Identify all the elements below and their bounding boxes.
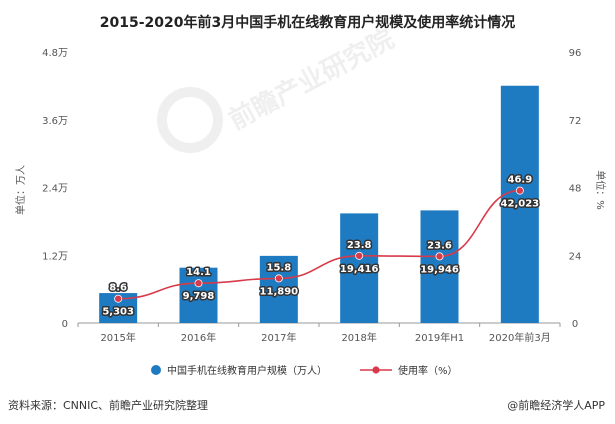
- right-tick-label: 48: [569, 184, 582, 195]
- bar-value-label-outline: 9,798: [183, 291, 215, 302]
- bar-value-label-outline: 5,303: [102, 307, 134, 318]
- left-tick-label: 4.8万: [42, 48, 68, 59]
- rate-value-label-outline: 23.8: [347, 240, 372, 251]
- bar: [340, 213, 379, 323]
- rate-line: [118, 189, 520, 300]
- rate-value-label-group: 23.823.8: [345, 238, 373, 252]
- bar: [179, 267, 218, 323]
- x-tick-label: 2015年: [100, 331, 135, 344]
- bar-value-label-outline: 11,890: [260, 286, 299, 297]
- right-axis-title: 单位：%: [594, 170, 607, 210]
- right-tick-label: 96: [569, 48, 582, 59]
- left-tick-label: 3.6万: [42, 116, 68, 127]
- bar-value-label: 19,946: [420, 264, 459, 275]
- rate-value-label-group: 14.114.1: [185, 266, 213, 280]
- bar-value-label: 19,416: [340, 264, 379, 275]
- rate-point: [355, 251, 364, 260]
- rate-value-label: 46.9: [507, 175, 532, 186]
- bar: [500, 85, 539, 323]
- chart-title: 2015-2020年前3月中国手机在线教育用户规模及使用率统计情况: [99, 15, 516, 31]
- bar-value-label: 42,023: [501, 199, 540, 210]
- rate-value-label-outline: 8.6: [109, 283, 127, 294]
- left-tick-label: 1.2万: [42, 251, 68, 262]
- rate-value-label-outline: 23.6: [427, 240, 452, 251]
- left-axis-title: 单位：万人: [14, 165, 27, 215]
- rate-point: [194, 279, 203, 288]
- rate-value-label: 15.8: [266, 262, 291, 273]
- legend-swatch-point: [372, 366, 380, 374]
- left-tick-label: 0: [62, 319, 68, 330]
- bar: [259, 255, 298, 323]
- bar-value-label-outline: 42,023: [501, 199, 540, 210]
- rate-point: [515, 186, 524, 195]
- rate-point: [114, 294, 123, 303]
- rate-value-label-outline: 14.1: [186, 267, 211, 278]
- rate-value-label-outline: 46.9: [507, 175, 532, 186]
- bar-series: [99, 85, 539, 323]
- source-note: 资料来源：CNNIC、前瞻产业研究院整理: [8, 399, 209, 412]
- right-tick-label: 72: [569, 116, 582, 127]
- watermark: 前瞻产业研究院: [157, 23, 399, 153]
- legend-swatch-bar: [151, 365, 161, 375]
- rate-value-label: 23.8: [347, 240, 372, 251]
- rate-value-label: 8.6: [109, 283, 127, 294]
- line-series: [114, 186, 524, 303]
- rate-value-label-group: 46.946.9: [506, 173, 534, 187]
- x-tick-label: 2020年前3月: [489, 331, 551, 344]
- rate-point: [274, 274, 283, 283]
- rate-value-label-group: 23.623.6: [426, 239, 454, 253]
- rate-value-label-group: 8.68.6: [108, 281, 129, 295]
- bar-value-label: 9,798: [183, 291, 215, 302]
- legend-label-line: 使用率（%）: [398, 364, 458, 377]
- rate-value-label-outline: 15.8: [266, 262, 291, 273]
- x-tick-label: 2019年H1: [415, 331, 464, 344]
- rate-value-label: 14.1: [186, 267, 211, 278]
- bar-value-label-outline: 19,416: [340, 264, 379, 275]
- bar-value-label-outline: 19,946: [420, 264, 459, 275]
- right-tick-label: 24: [569, 251, 582, 262]
- legend: 中国手机在线教育用户规模（万人） 使用率（%）: [151, 364, 458, 377]
- x-tick-label: 2017年: [261, 331, 296, 344]
- rate-value-label: 23.6: [427, 240, 452, 251]
- bar-value-label: 11,890: [260, 286, 299, 297]
- bar-value-label: 5,303: [102, 307, 134, 318]
- watermark-text: 前瞻产业研究院: [224, 23, 399, 136]
- bar: [420, 210, 459, 323]
- x-tick-label: 2018年: [341, 331, 376, 344]
- left-tick-label: 2.4万: [42, 184, 68, 195]
- rate-value-label-group: 15.815.8: [265, 261, 293, 275]
- x-tick-label: 2016年: [181, 331, 216, 344]
- brand-credit: @前瞻经济学人APP: [507, 399, 605, 412]
- legend-label-bar: 中国手机在线教育用户规模（万人）: [167, 364, 327, 377]
- rate-point: [435, 252, 444, 261]
- right-tick-label: 0: [572, 319, 578, 330]
- axes: 2015年 2016年 2017年 2018年 2019年H1 2020年前3月 0 1.2万…: [14, 48, 607, 344]
